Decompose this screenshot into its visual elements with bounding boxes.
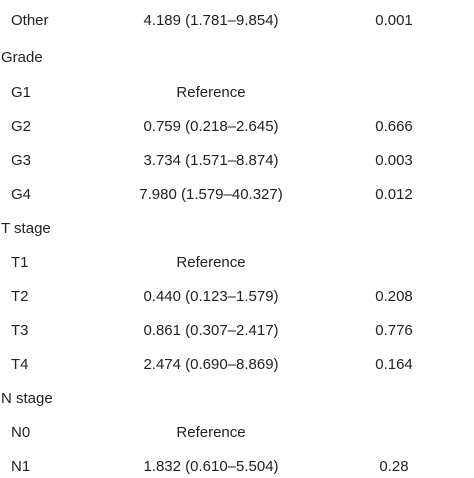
row-label: T1 <box>11 254 29 271</box>
table-row-g2: G2 0.759 (0.218–2.645) 0.666 <box>0 116 474 138</box>
table-row-g1: G1 Reference <box>0 82 474 104</box>
row-label: G4 <box>11 186 32 203</box>
odds-ratio-ci: Reference <box>176 424 246 441</box>
section-header-grade: Grade <box>0 47 474 69</box>
p-value: 0.666 <box>375 118 413 135</box>
row-label: N1 <box>11 458 31 475</box>
row-label: G2 <box>11 118 32 135</box>
p-value: 0.003 <box>375 152 413 169</box>
p-value: 0.164 <box>375 356 413 373</box>
p-value: 0.208 <box>375 288 413 305</box>
table-row-other: Other 4.189 (1.781–9.854) 0.001 <box>0 10 474 32</box>
table-row-n0: N0 Reference <box>0 422 474 444</box>
odds-ratio-ci: 4.189 (1.781–9.854) <box>143 12 279 29</box>
odds-ratio-ci: 0.861 (0.307–2.417) <box>143 322 279 339</box>
odds-ratio-ci: 3.734 (1.571–8.874) <box>143 152 279 169</box>
table-row-g4: G4 7.980 (1.579–40.327) 0.012 <box>0 184 474 206</box>
row-label: G1 <box>11 84 32 101</box>
odds-ratio-ci: 1.832 (0.610–5.504) <box>143 458 279 475</box>
row-label: T4 <box>11 356 29 373</box>
section-label: Grade <box>1 49 43 66</box>
row-label: T3 <box>11 322 29 339</box>
p-value: 0.28 <box>379 458 409 475</box>
odds-ratio-ci: Reference <box>176 84 246 101</box>
section-header-n-stage: N stage <box>0 388 474 410</box>
odds-ratio-ci: Reference <box>176 254 246 271</box>
odds-ratio-ci: 7.980 (1.579–40.327) <box>139 186 283 203</box>
odds-ratio-ci: 2.474 (0.690–8.869) <box>143 356 279 373</box>
row-label: T2 <box>11 288 29 305</box>
row-label: N0 <box>11 424 31 441</box>
table-row-n1: N1 1.832 (0.610–5.504) 0.28 <box>0 456 474 478</box>
row-label: Other <box>11 12 49 29</box>
odds-ratio-ci: 0.759 (0.218–2.645) <box>143 118 279 135</box>
section-header-t-stage: T stage <box>0 218 474 240</box>
table-row-t1: T1 Reference <box>0 252 474 274</box>
p-value: 0.001 <box>375 12 413 29</box>
table-row-t4: T4 2.474 (0.690–8.869) 0.164 <box>0 354 474 376</box>
odds-ratio-ci: 0.440 (0.123–1.579) <box>143 288 279 305</box>
row-label: G3 <box>11 152 32 169</box>
table-row-t3: T3 0.861 (0.307–2.417) 0.776 <box>0 320 474 342</box>
p-value: 0.776 <box>375 322 413 339</box>
section-label: T stage <box>1 220 51 237</box>
p-value: 0.012 <box>375 186 413 203</box>
table-row-g3: G3 3.734 (1.571–8.874) 0.003 <box>0 150 474 172</box>
table-row-t2: T2 0.440 (0.123–1.579) 0.208 <box>0 286 474 308</box>
section-label: N stage <box>1 390 53 407</box>
